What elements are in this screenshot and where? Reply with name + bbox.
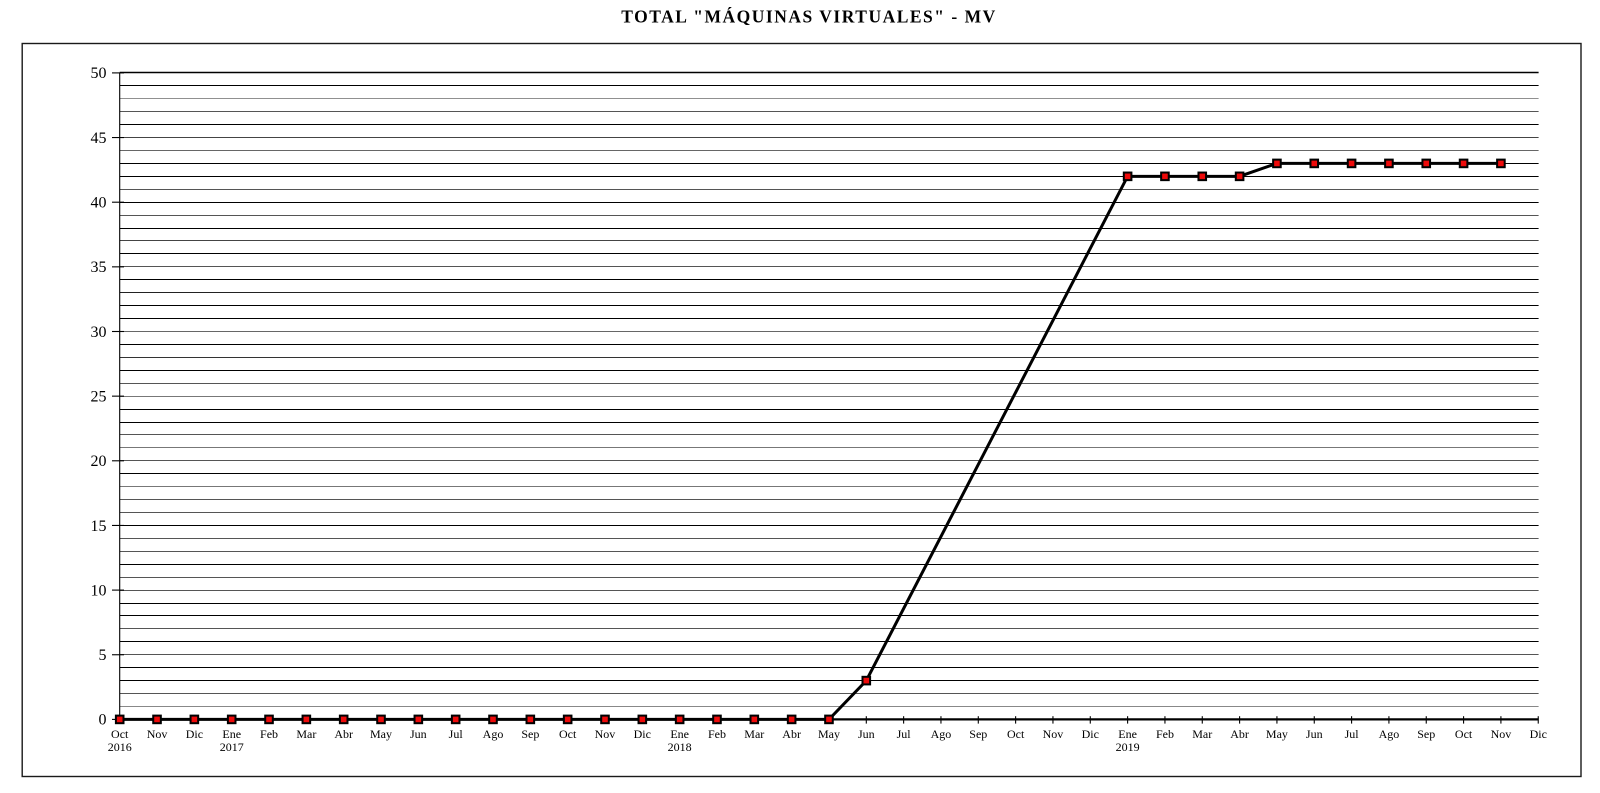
- svg-text:45: 45: [91, 130, 107, 147]
- svg-text:Sep: Sep: [969, 727, 987, 741]
- svg-text:2017: 2017: [220, 740, 244, 754]
- svg-text:Nov: Nov: [595, 727, 616, 741]
- svg-text:Feb: Feb: [1156, 727, 1174, 741]
- svg-text:Nov: Nov: [1491, 727, 1512, 741]
- svg-text:Abr: Abr: [1230, 727, 1249, 741]
- svg-text:Mar: Mar: [1192, 727, 1212, 741]
- svg-text:2016: 2016: [108, 740, 132, 754]
- svg-text:2019: 2019: [1116, 740, 1140, 754]
- svg-text:Oct: Oct: [1007, 727, 1025, 741]
- svg-text:10: 10: [91, 582, 107, 599]
- svg-text:May: May: [818, 727, 840, 741]
- svg-text:Nov: Nov: [147, 727, 168, 741]
- svg-text:15: 15: [91, 518, 107, 535]
- svg-text:Oct: Oct: [559, 727, 577, 741]
- svg-text:Mar: Mar: [744, 727, 764, 741]
- svg-text:Dic: Dic: [186, 727, 203, 741]
- svg-text:0: 0: [99, 712, 107, 729]
- svg-text:Mar: Mar: [296, 727, 316, 741]
- svg-text:40: 40: [91, 195, 107, 212]
- svg-text:Sep: Sep: [1417, 727, 1435, 741]
- svg-text:Oct: Oct: [1455, 727, 1473, 741]
- svg-text:2018: 2018: [668, 740, 692, 754]
- svg-text:Dic: Dic: [1530, 727, 1547, 741]
- svg-text:Jul: Jul: [897, 727, 912, 741]
- svg-text:Feb: Feb: [260, 727, 278, 741]
- svg-text:Feb: Feb: [708, 727, 726, 741]
- svg-text:50: 50: [91, 65, 107, 82]
- svg-text:Dic: Dic: [1082, 727, 1099, 741]
- svg-text:Jul: Jul: [1345, 727, 1360, 741]
- svg-text:25: 25: [91, 388, 107, 405]
- svg-text:May: May: [370, 727, 392, 741]
- svg-text:Nov: Nov: [1043, 727, 1064, 741]
- svg-text:Ago: Ago: [1379, 727, 1400, 741]
- svg-text:Oct: Oct: [111, 727, 129, 741]
- svg-text:TOTAL "MÁQUINAS VIRTUALES" - M: TOTAL "MÁQUINAS VIRTUALES" - MV: [621, 7, 997, 27]
- svg-text:Ago: Ago: [483, 727, 504, 741]
- svg-text:35: 35: [91, 259, 107, 276]
- svg-text:Ago: Ago: [931, 727, 952, 741]
- svg-text:20: 20: [91, 453, 107, 470]
- svg-text:5: 5: [99, 647, 107, 664]
- svg-text:Ene: Ene: [222, 727, 241, 741]
- svg-text:Jun: Jun: [1306, 727, 1323, 741]
- svg-text:Ene: Ene: [670, 727, 689, 741]
- svg-text:May: May: [1266, 727, 1288, 741]
- svg-text:Jun: Jun: [858, 727, 875, 741]
- svg-text:Jul: Jul: [449, 727, 464, 741]
- svg-text:Sep: Sep: [521, 727, 539, 741]
- svg-text:Abr: Abr: [334, 727, 353, 741]
- svg-text:30: 30: [91, 324, 107, 341]
- svg-text:Dic: Dic: [634, 727, 651, 741]
- svg-text:Jun: Jun: [410, 727, 427, 741]
- svg-text:Ene: Ene: [1118, 727, 1137, 741]
- svg-text:Abr: Abr: [782, 727, 801, 741]
